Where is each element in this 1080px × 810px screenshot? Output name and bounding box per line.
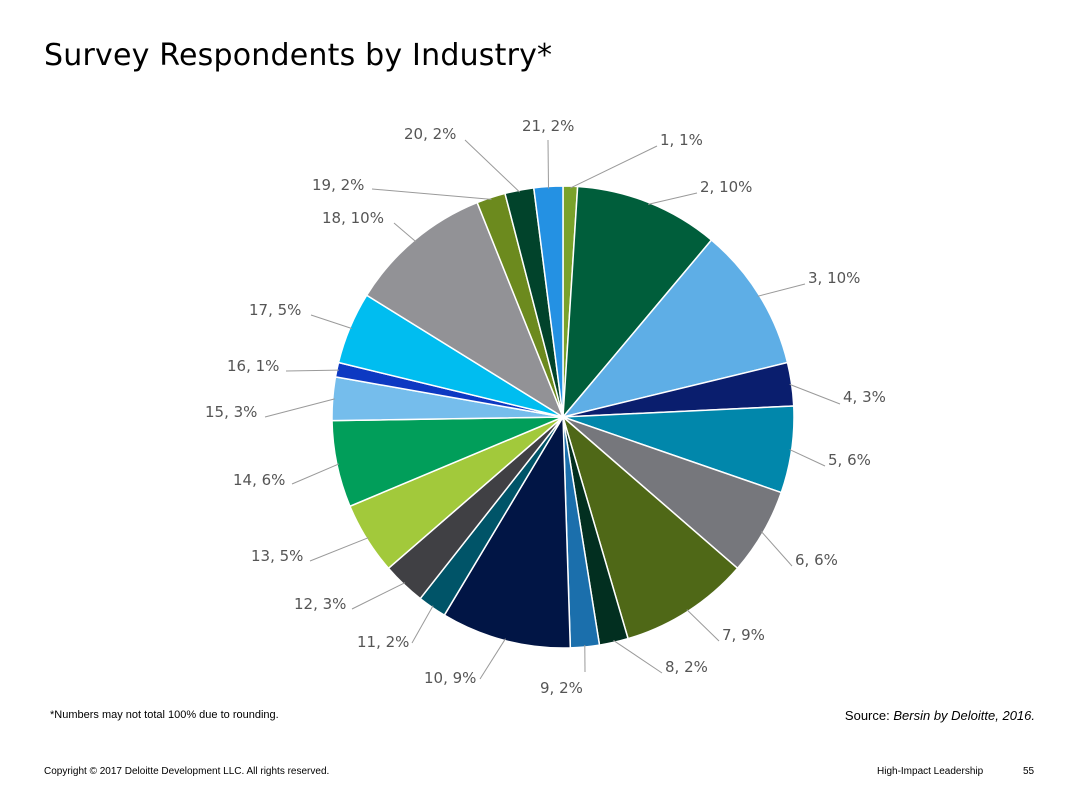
- leader-line-10: [479, 638, 506, 680]
- leader-line-13: [309, 537, 369, 562]
- data-label-10: 10, 9%: [424, 669, 476, 687]
- leader-line-2: [647, 192, 698, 205]
- rounding-footnote: *Numbers may not total 100% due to round…: [50, 709, 279, 721]
- data-label-12: 12, 3%: [294, 595, 346, 613]
- deck-name: High-Impact Leadership: [877, 766, 984, 777]
- source-prefix: Source:: [844, 708, 890, 723]
- data-label-8: 8, 2%: [665, 658, 708, 676]
- data-label-4: 4, 3%: [843, 388, 886, 406]
- leader-line-18: [393, 222, 417, 242]
- data-label-17: 17, 5%: [249, 301, 301, 319]
- leader-line-19: [371, 188, 492, 200]
- data-label-15: 15, 3%: [205, 403, 257, 421]
- leader-line-8: [613, 639, 663, 674]
- data-label-18: 18, 10%: [322, 209, 384, 227]
- data-label-6: 6, 6%: [795, 551, 838, 569]
- data-label-16: 16, 1%: [227, 357, 279, 375]
- page-number: 55: [1023, 766, 1035, 777]
- data-labels: 1, 1% 2, 10% 3, 10% 4, 3% 5, 6% 6, 6% 7, 9% 8, …: [205, 117, 886, 697]
- leader-line-4: [789, 383, 841, 405]
- data-label-5: 5, 6%: [828, 451, 871, 469]
- data-label-2: 2, 10%: [700, 178, 752, 196]
- leader-line-15: [264, 398, 335, 418]
- label-leader-lines: [264, 139, 841, 680]
- pie-slices: [331, 185, 795, 649]
- leader-line-21: [547, 139, 549, 189]
- slide-title: Survey Respondents by Industry*: [44, 38, 553, 73]
- data-label-19: 19, 2%: [312, 176, 364, 194]
- data-label-3: 3, 10%: [808, 269, 860, 287]
- data-label-21: 21, 2%: [522, 117, 574, 135]
- pie-slice-3: [560, 238, 789, 419]
- leader-line-3: [757, 283, 806, 297]
- data-label-14: 14, 6%: [233, 471, 285, 489]
- leader-line-6: [760, 531, 793, 567]
- leader-line-16: [285, 369, 339, 372]
- data-label-13: 13, 5%: [251, 547, 303, 565]
- leader-line-7: [686, 609, 720, 642]
- leader-line-5: [789, 449, 826, 467]
- leader-line-1: [570, 145, 658, 189]
- leader-line-12: [351, 582, 406, 610]
- data-label-1: 1, 1%: [660, 131, 703, 149]
- data-label-11: 11, 2%: [357, 633, 409, 651]
- leader-line-14: [291, 463, 340, 485]
- data-label-20: 20, 2%: [404, 125, 456, 143]
- source-citation: Source: Bersin by Deloitte, 2016.: [845, 708, 1035, 723]
- data-label-7: 7, 9%: [722, 626, 765, 644]
- data-label-9: 9, 2%: [540, 679, 583, 697]
- leader-line-11: [411, 605, 434, 644]
- pie-slice-2: [562, 185, 713, 420]
- source-reference: Bersin by Deloitte, 2016.: [893, 708, 1035, 723]
- pie-slice-10: [443, 414, 572, 649]
- leader-line-20: [464, 139, 521, 193]
- leader-line-17: [310, 314, 352, 329]
- copyright-notice: Copyright © 2017 Deloitte Development LL…: [44, 766, 330, 777]
